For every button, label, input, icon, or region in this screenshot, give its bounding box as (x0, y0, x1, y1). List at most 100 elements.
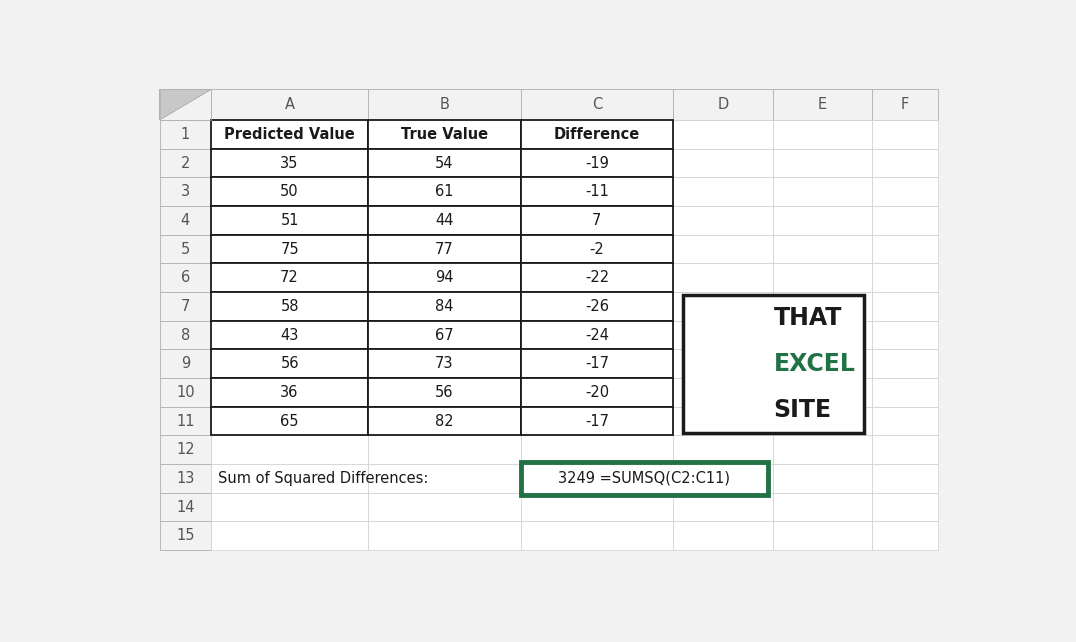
Bar (521, 177, 674, 206)
Bar (872, 292, 938, 321)
Text: Sum of Squared Differences:: Sum of Squared Differences: (217, 471, 428, 486)
Text: 84: 84 (435, 299, 454, 314)
Text: -20: -20 (585, 385, 609, 400)
Text: 11: 11 (176, 413, 195, 429)
Bar (368, 235, 521, 263)
Text: 67: 67 (435, 327, 454, 343)
Text: 51: 51 (281, 213, 299, 228)
Bar (872, 321, 938, 349)
Bar (872, 464, 938, 493)
Bar (159, 149, 211, 177)
Bar (521, 235, 674, 263)
Text: 1: 1 (181, 127, 190, 142)
Bar (521, 149, 674, 177)
Bar (872, 521, 938, 550)
Bar (159, 263, 211, 292)
Bar (521, 149, 674, 177)
Bar (211, 321, 368, 349)
Bar (211, 378, 368, 407)
Bar (211, 89, 368, 120)
Bar (521, 235, 674, 263)
Text: 82: 82 (435, 413, 454, 429)
Bar (211, 235, 368, 263)
Bar (368, 349, 521, 378)
Bar (211, 292, 368, 321)
Text: -22: -22 (585, 270, 609, 285)
Bar (368, 493, 521, 521)
Bar (774, 120, 872, 149)
Bar (674, 349, 774, 378)
Text: -17: -17 (585, 413, 609, 429)
Bar (774, 206, 872, 235)
Text: True Value: True Value (400, 127, 487, 142)
Bar (368, 321, 521, 349)
Bar (872, 407, 938, 435)
Text: 36: 36 (281, 385, 299, 400)
Text: 9: 9 (181, 356, 190, 371)
Bar (674, 263, 774, 292)
Bar (774, 521, 872, 550)
Bar (872, 349, 938, 378)
Bar (521, 120, 674, 149)
Text: -17: -17 (585, 356, 609, 371)
Bar (674, 407, 774, 435)
Bar (211, 521, 368, 550)
Text: 7: 7 (592, 213, 601, 228)
Bar (521, 263, 674, 292)
Text: 3249 =SUMSQ(C2:C11): 3249 =SUMSQ(C2:C11) (558, 471, 731, 486)
Text: 94: 94 (435, 270, 454, 285)
Bar (521, 321, 674, 349)
Bar (211, 407, 368, 435)
Bar (521, 521, 674, 550)
Text: THAT: THAT (774, 306, 841, 329)
Bar (774, 263, 872, 292)
Bar (774, 89, 872, 120)
Bar (872, 120, 938, 149)
Bar (872, 89, 938, 120)
Bar (774, 435, 872, 464)
Text: 77: 77 (435, 241, 454, 257)
Bar (159, 464, 211, 493)
Bar (211, 349, 368, 378)
Bar (872, 177, 938, 206)
Text: 5: 5 (181, 241, 190, 257)
Text: SITE: SITE (774, 398, 832, 422)
Bar (368, 521, 521, 550)
Bar (368, 407, 521, 435)
Bar (521, 292, 674, 321)
Bar (159, 206, 211, 235)
Text: 7: 7 (181, 299, 190, 314)
Bar (159, 321, 211, 349)
Bar (211, 263, 368, 292)
Bar (211, 378, 368, 407)
Bar (674, 378, 774, 407)
Bar (368, 149, 521, 177)
Bar (872, 493, 938, 521)
Bar (872, 206, 938, 235)
Bar (159, 177, 211, 206)
Bar (872, 235, 938, 263)
Bar (774, 378, 872, 407)
Bar (368, 378, 521, 407)
Bar (774, 292, 872, 321)
Bar (674, 493, 774, 521)
Text: Predicted Value: Predicted Value (224, 127, 355, 142)
Text: 12: 12 (176, 442, 195, 457)
Bar (774, 349, 872, 378)
Bar (774, 407, 872, 435)
Text: 54: 54 (435, 155, 454, 171)
Bar (159, 120, 211, 149)
Bar (674, 292, 774, 321)
Text: 65: 65 (281, 413, 299, 429)
Bar (521, 206, 674, 235)
Text: 56: 56 (435, 385, 454, 400)
Bar (159, 349, 211, 378)
Text: -2: -2 (590, 241, 605, 257)
Bar (521, 206, 674, 235)
Bar (368, 120, 521, 149)
Bar (368, 89, 521, 120)
Text: -24: -24 (585, 327, 609, 343)
Bar (211, 349, 368, 378)
Bar (521, 407, 674, 435)
Bar (521, 120, 674, 149)
